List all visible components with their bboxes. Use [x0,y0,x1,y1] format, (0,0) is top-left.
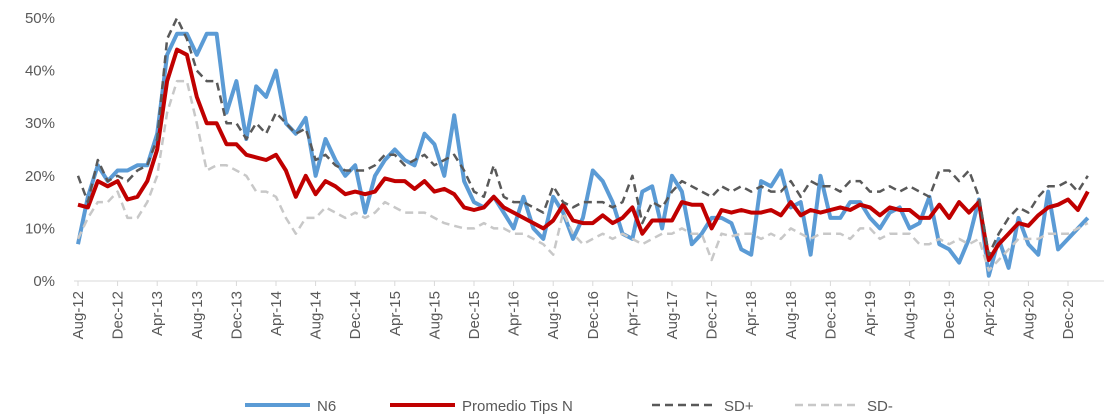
series-line [76,79,1089,272]
x-tick-label: Apr-17 [624,291,641,336]
x-tick-label: Dec-14 [347,291,364,339]
x-tick-label: Dec-17 [704,291,721,339]
x-tick-label: Aug-19 [902,291,919,339]
x-tick-label: Aug-20 [1020,291,1037,339]
x-tick-label: Dec-15 [466,291,483,339]
x-tick-label: Dec-13 [228,291,245,339]
y-tick-label: 40% [25,63,55,80]
x-tick-label: Dec-16 [585,291,602,339]
x-tick-label: Aug-12 [70,291,87,339]
x-tick-label: Apr-13 [149,291,166,336]
x-tick-label: Apr-20 [981,291,998,336]
series-line [77,47,1090,262]
x-tick-label: Apr-16 [506,291,523,336]
x-tick-label: Aug-15 [426,291,443,339]
series-line [76,16,1089,256]
x-tick-label: Aug-18 [783,291,800,339]
legend-label: SD+ [724,398,754,415]
y-tick-label: 50% [25,10,55,27]
x-tick-label: Apr-15 [387,291,404,336]
x-tick-label: Aug-16 [545,291,562,339]
x-tick-label: Dec-18 [822,291,839,339]
x-tick-label: Aug-13 [189,291,206,339]
x-tick-label: Apr-14 [268,291,285,336]
legend-label: Promedio Tips N [462,398,573,415]
x-tick-label: Dec-12 [110,291,127,339]
y-tick-label: 20% [25,168,55,185]
x-tick-label: Apr-19 [862,291,879,336]
x-tick-label: Aug-17 [664,291,681,339]
y-tick-label: 10% [25,220,55,237]
y-tick-label: 30% [25,115,55,132]
x-tick-label: Dec-20 [1060,291,1077,339]
x-tick-label: Dec-19 [941,291,958,339]
y-tick-label: 0% [33,273,55,290]
x-tick-label: Apr-18 [743,291,760,336]
legend-label: SD- [867,398,893,415]
legend-label: N6 [317,398,336,415]
x-tick-label: Aug-14 [308,291,325,339]
